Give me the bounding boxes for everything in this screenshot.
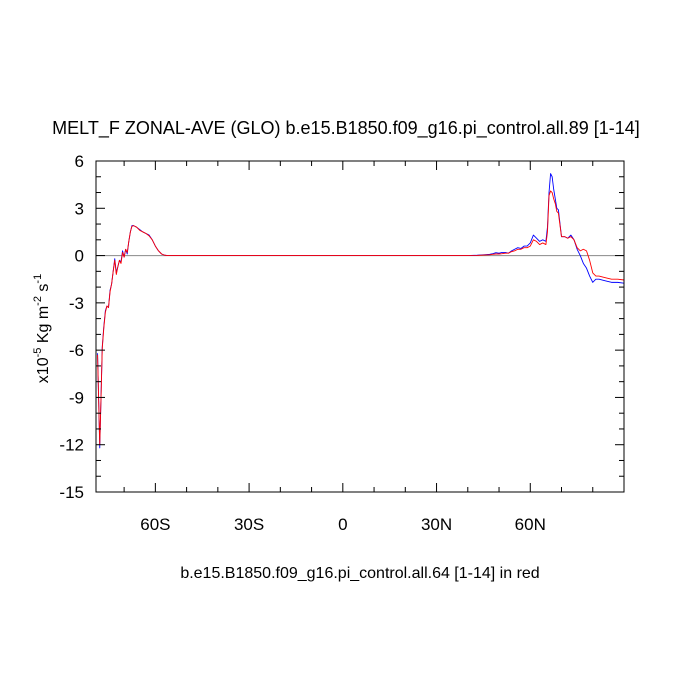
plot-frame	[95, 160, 625, 493]
y-tick-label: -12	[59, 436, 84, 455]
x-tick-label: 60S	[140, 515, 170, 534]
y-axis-label-text: x10-5 Kg m-2 s-1	[32, 274, 52, 383]
y-tick-label: -6	[69, 341, 84, 360]
plot-area: 6 3 0 -3 -6 -9 -12 -15 60S 30S 0 30N 60N	[59, 152, 625, 534]
x-axis-caption: b.e15.B1850.f09_g16.pi_control.all.64 [1…	[180, 565, 539, 582]
x-tick-label: 30S	[234, 515, 264, 534]
y-tick-label: 0	[75, 247, 84, 266]
chart-title: MELT_F ZONAL-AVE (GLO) b.e15.B1850.f09_g…	[52, 118, 640, 139]
y-tick-label: -3	[69, 294, 84, 313]
x-tick-label: 0	[338, 515, 347, 534]
y-tick-label: -9	[69, 388, 84, 407]
y-tick-label: 3	[75, 199, 84, 218]
y-tick-label: 6	[75, 152, 84, 171]
x-tick-label: 60N	[515, 515, 546, 534]
series-line-1	[97, 190, 625, 446]
y-tick-label: -15	[59, 483, 84, 502]
x-tick-label: 30N	[421, 515, 452, 534]
series-line-0	[97, 173, 625, 449]
y-axis-label-group: x10-5 Kg m-2 s-1	[32, 274, 52, 383]
